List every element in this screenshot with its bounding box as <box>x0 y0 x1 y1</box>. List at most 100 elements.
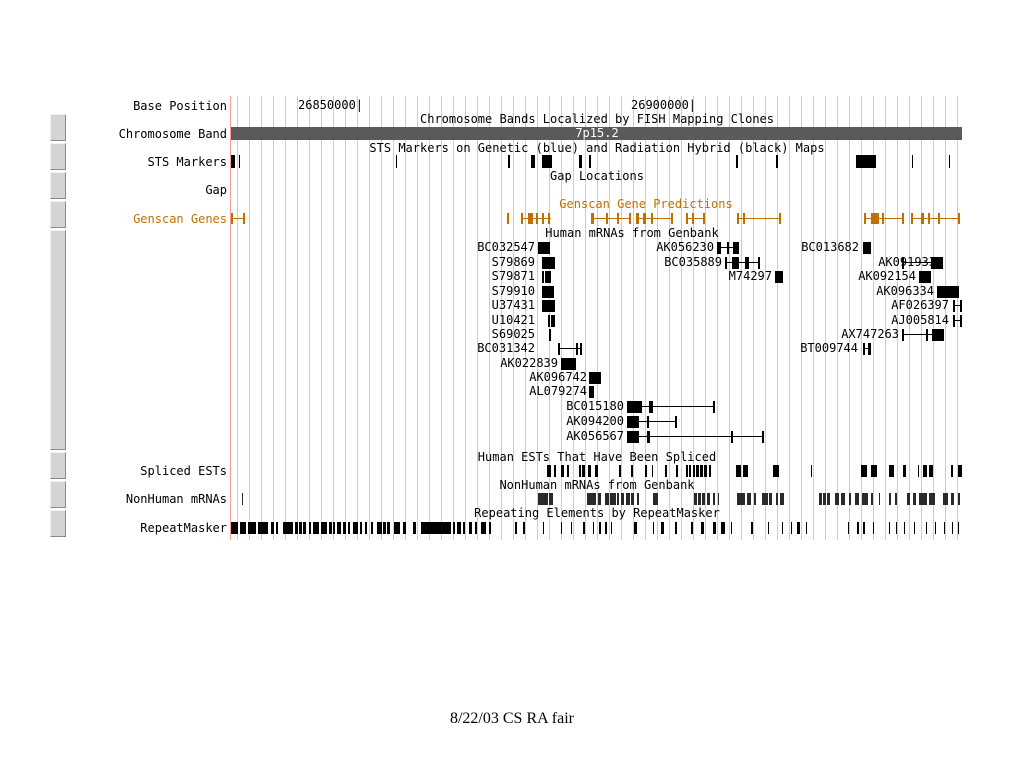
side-button-repeatmasker[interactable] <box>50 510 66 537</box>
label-repeatmasker[interactable]: RepeatMasker <box>140 521 227 535</box>
guide-line <box>825 96 826 540</box>
nonhuman-mark <box>698 493 701 505</box>
repeat-mark <box>348 522 350 534</box>
sts-mark <box>579 155 582 168</box>
guide-line <box>789 96 790 540</box>
repeat-mark <box>413 522 416 534</box>
guide-line <box>453 96 454 540</box>
guide-line <box>897 96 898 540</box>
repeat-mark <box>791 522 792 534</box>
guide-line <box>261 96 262 540</box>
repeat-mark <box>611 522 612 534</box>
guide-line <box>585 96 586 540</box>
guide-line <box>381 96 382 540</box>
mrna-exon <box>558 343 560 355</box>
nonhuman-mark <box>653 493 658 505</box>
guide-line <box>297 96 298 540</box>
chromosome-band-bar[interactable] <box>231 127 962 140</box>
nonhuman-mark <box>626 493 630 505</box>
genscan-intron <box>737 218 781 219</box>
repeat-mark <box>489 522 491 534</box>
side-button-nonhuman-mrnas[interactable] <box>50 481 66 508</box>
repeat-mark <box>365 522 367 534</box>
genscan-intron <box>911 218 960 219</box>
side-button-sts-markers[interactable] <box>50 143 66 170</box>
nonhuman-mark <box>737 493 745 505</box>
mrna-exon <box>713 401 715 413</box>
side-button-spliced-ests[interactable] <box>50 452 66 479</box>
nonhuman-mark <box>871 493 873 505</box>
label-chromosome-band[interactable]: Chromosome Band <box>118 127 227 141</box>
guide-line <box>861 96 862 540</box>
repeat-mark <box>387 522 390 534</box>
mrna-exon <box>561 358 576 370</box>
mrna-exon <box>937 286 959 298</box>
est-mark <box>918 465 919 477</box>
nonhuman-mark <box>637 493 639 505</box>
track-title-gap: Gap Locations <box>550 169 644 183</box>
guide-line <box>309 96 310 540</box>
est-mark <box>561 465 564 477</box>
mrna-intron <box>725 262 760 263</box>
mrna-exon <box>953 300 955 312</box>
nonhuman-mark <box>827 493 830 505</box>
side-button-gap[interactable] <box>50 172 66 199</box>
mrna-label: S79910 <box>491 284 535 298</box>
mrna-exon <box>542 300 555 312</box>
track-title-nonhuman: NonHuman mRNAs from Genbank <box>499 478 695 492</box>
repeat-mark <box>271 522 274 534</box>
label-gap[interactable]: Gap <box>205 183 227 197</box>
guide-line <box>609 96 610 540</box>
label-sts-markers[interactable]: STS Markers <box>147 155 227 169</box>
guide-line <box>957 96 958 540</box>
guide-line <box>477 96 478 540</box>
guide-line <box>249 96 250 540</box>
mrna-exon <box>732 257 739 269</box>
est-mark <box>773 465 779 477</box>
side-button-genscan-genes[interactable] <box>50 201 66 228</box>
nonhuman-mark <box>895 493 897 505</box>
sts-mark <box>949 155 950 168</box>
mrna-label: AK096334 <box>876 284 934 298</box>
repeat-mark <box>634 522 637 534</box>
repeat-mark <box>958 522 959 534</box>
est-mark <box>736 465 741 477</box>
est-mark <box>689 465 691 477</box>
guide-line <box>633 96 634 540</box>
mrna-exon <box>538 242 550 254</box>
nonhuman-mark <box>862 493 868 505</box>
side-button-chromosome-band[interactable] <box>50 114 66 141</box>
guide-lines <box>231 96 962 540</box>
est-mark <box>676 465 678 477</box>
nonhuman-mark <box>929 493 935 505</box>
mrna-exon <box>627 431 639 443</box>
track-title-genscan: Genscan Gene Predictions <box>559 197 733 211</box>
mrna-exon <box>549 329 551 341</box>
repeat-mark <box>593 522 594 534</box>
mrna-label: BC032547 <box>477 240 535 254</box>
label-spliced-ests[interactable]: Spliced ESTs <box>140 464 227 478</box>
guide-line <box>777 96 778 540</box>
sts-mark <box>231 155 235 168</box>
repeat-mark <box>481 522 486 534</box>
sts-mark <box>912 155 913 168</box>
est-mark <box>929 465 933 477</box>
guide-line <box>501 96 502 540</box>
repeat-mark <box>605 522 607 534</box>
mrna-exon <box>758 257 760 269</box>
guide-line <box>357 96 358 540</box>
nonhuman-mark <box>889 493 891 505</box>
repeat-mark <box>713 522 716 534</box>
side-button-human-mrnas[interactable] <box>50 230 66 450</box>
sts-mark <box>542 155 552 168</box>
guide-line <box>933 96 934 540</box>
repeat-mark <box>952 522 953 534</box>
label-base-position[interactable]: Base Position <box>133 99 227 113</box>
track-area[interactable]: 26850000| 26900000| Chromosome Bands Loc… <box>231 96 962 540</box>
mrna-label: AX747263 <box>841 327 899 341</box>
mrna-label: AK056567 <box>566 429 624 443</box>
label-genscan-genes[interactable]: Genscan Genes <box>133 212 227 226</box>
repeat-mark <box>248 522 256 534</box>
nonhuman-mark <box>819 493 822 505</box>
label-nonhuman-mrnas[interactable]: NonHuman mRNAs <box>125 492 227 506</box>
